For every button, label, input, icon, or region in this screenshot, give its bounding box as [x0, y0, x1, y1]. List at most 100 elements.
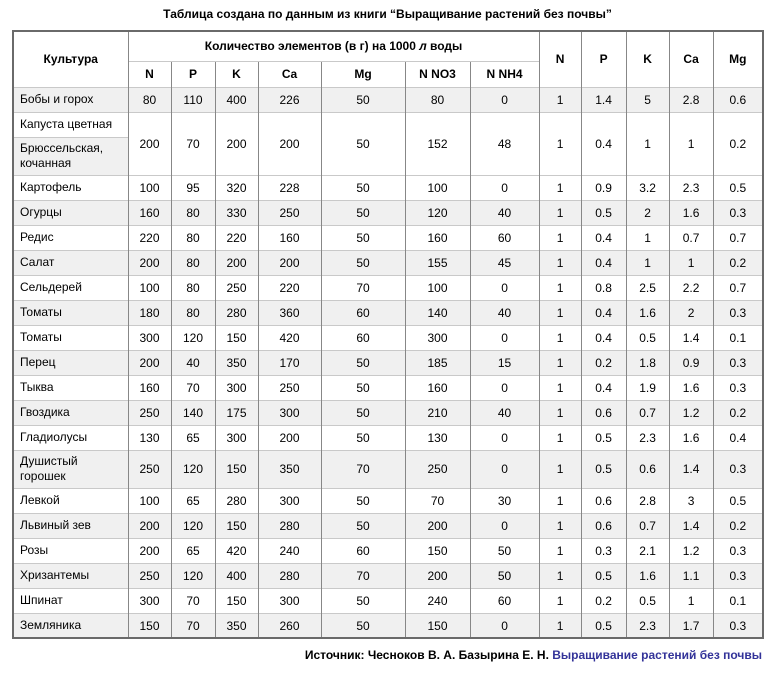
value-cell: 40 — [469, 199, 540, 226]
crop-cell: Левкой — [12, 487, 128, 514]
crop-cell: Душистый горошек — [12, 449, 128, 489]
value-cell: 70 — [170, 612, 215, 639]
value-cell: 150 — [214, 512, 258, 539]
crop-cell: Розы — [12, 537, 128, 564]
value-cell: 0.7 — [712, 274, 764, 301]
table-row: Брюссельская, кочанная — [12, 136, 763, 176]
value-cell: 150 — [214, 587, 258, 614]
table-row: Тыква 160 70 300 250 50 160 0 1 0.4 1.9 1.6 0.3 — [12, 374, 764, 401]
value-cell: 280 — [257, 512, 321, 539]
value-cell: 3.2 — [625, 174, 670, 201]
value-cell: 185 — [404, 349, 470, 376]
value-cell: 150 — [214, 449, 258, 489]
crop-cell: Шпинат — [12, 587, 128, 614]
value-cell: 0.3 — [712, 449, 764, 489]
value-cell: 100 — [404, 274, 470, 301]
table-header: Культура Количество элементов (в г) на 1… — [12, 30, 764, 87]
page-title: Таблица создана по данным из книги “Выра… — [163, 7, 612, 21]
value-cell: 160 — [127, 374, 171, 401]
value-cell: 0 — [469, 424, 540, 451]
value-cell: 200 — [214, 111, 258, 176]
value-cell: 0.4 — [580, 224, 627, 251]
value-cell: 260 — [257, 612, 321, 639]
value-cell: 250 — [127, 562, 171, 589]
source-link[interactable]: Выращивание растений без почвы — [552, 648, 762, 663]
value-cell: 50 — [320, 587, 405, 614]
value-cell: 250 — [127, 399, 171, 426]
value-cell: 15 — [469, 349, 540, 376]
value-cell: 0.4 — [580, 111, 627, 176]
value-cell: 280 — [214, 487, 258, 514]
value-cell: 250 — [257, 199, 321, 226]
value-cell: 0 — [469, 512, 540, 539]
value-cell: 250 — [257, 374, 321, 401]
value-cell: 0.4 — [712, 424, 764, 451]
value-cell: 80 — [170, 224, 215, 251]
table-row: Перец 200 40 350 170 50 185 15 1 0.2 1.8 0.9 0.3 — [12, 349, 764, 376]
crop-cell: Львиный зев — [12, 512, 128, 539]
value-cell: 1 — [538, 224, 582, 251]
value-cell: 2.1 — [625, 537, 670, 564]
value-cell: 0 — [469, 449, 540, 489]
value-cell: 160 — [127, 199, 171, 226]
value-cell: 200 — [257, 249, 321, 276]
value-cell: 0.3 — [712, 612, 764, 639]
value-cell: 350 — [257, 449, 321, 489]
value-cell: 50 — [320, 512, 405, 539]
value-cell: 80 — [170, 199, 215, 226]
value-cell: 0.5 — [625, 587, 670, 614]
group-header-cell: Количество элементов (в г) на 1000 л вод… — [127, 30, 540, 61]
value-cell: 70 — [320, 449, 405, 489]
table-row: Томаты 300 120 150 420 60 300 0 1 0.4 0.5 1.4 0.1 — [12, 324, 764, 351]
value-cell: 50 — [320, 86, 405, 112]
value-cell: 100 — [404, 174, 470, 201]
value-cell: 2.3 — [668, 174, 714, 201]
value-cell: 1.7 — [668, 612, 714, 639]
value-cell: 300 — [127, 324, 171, 351]
table-row: Капуста цветная 200 70 200 200 50 152 48 1 0.4 1 1 0… — [12, 111, 764, 176]
crop-cell: Гвоздика — [12, 399, 128, 426]
crop-cell: Гладиолусы — [12, 424, 128, 451]
value-cell: 0.2 — [712, 399, 764, 426]
value-cell: 50 — [320, 199, 405, 226]
value-cell: 1 — [538, 562, 582, 589]
corner-header-cell: Культура — [12, 30, 128, 87]
value-cell: 80 — [170, 274, 215, 301]
group-header-prefix: Количество элементов (в г) на 1000 — [204, 39, 420, 54]
value-cell: 320 — [214, 174, 258, 201]
value-cell: 0.2 — [712, 512, 764, 539]
value-cell: 0.5 — [712, 174, 764, 201]
value-cell: 1 — [538, 274, 582, 301]
value-cell: 1 — [538, 199, 582, 226]
sub-header-k: K — [214, 60, 258, 87]
value-cell: 65 — [170, 424, 215, 451]
value-cell: 200 — [257, 424, 321, 451]
sub-header-nnh4: N NH4 — [469, 60, 540, 87]
value-cell: 200 — [127, 249, 171, 276]
value-cell: 200 — [127, 512, 171, 539]
table-row: Гладиолусы 130 65 300 200 50 130 0 1 0.5 2.3 1.6 0.4 — [12, 424, 764, 451]
value-cell: 120 — [170, 562, 215, 589]
value-cell: 65 — [170, 537, 215, 564]
ratio-header-k: K — [625, 30, 670, 87]
value-cell: 0.3 — [712, 349, 764, 376]
value-cell: 0.7 — [625, 512, 670, 539]
table-row: Хризантемы 250 120 400 280 70 200 50 1 0.5 1.6 1.1 0… — [12, 562, 764, 589]
value-cell: 50 — [320, 374, 405, 401]
value-cell: 50 — [320, 487, 405, 514]
value-cell: 180 — [127, 299, 171, 326]
crop-cell: Земляника — [12, 612, 128, 639]
value-cell: 280 — [214, 299, 258, 326]
value-cell: 0.6 — [580, 512, 627, 539]
value-cell: 50 — [320, 174, 405, 201]
value-cell: 1 — [538, 86, 582, 112]
value-cell: 0.2 — [712, 249, 764, 276]
value-cell: 1 — [668, 587, 714, 614]
value-cell: 300 — [257, 587, 321, 614]
value-cell: 0.7 — [668, 224, 714, 251]
value-cell: 300 — [257, 487, 321, 514]
value-cell: 400 — [214, 86, 258, 112]
value-cell: 170 — [257, 349, 321, 376]
sub-header-ca: Ca — [257, 60, 321, 87]
value-cell: 0.3 — [712, 299, 764, 326]
